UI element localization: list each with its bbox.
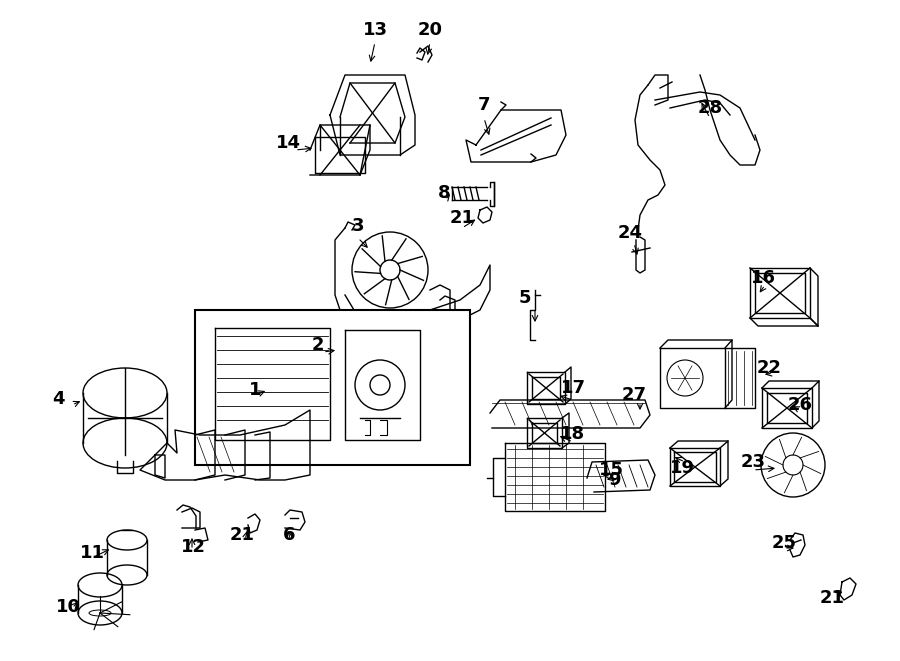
Text: 9: 9 — [608, 471, 620, 489]
Text: 14: 14 — [275, 134, 301, 152]
Text: 2: 2 — [311, 336, 324, 354]
Text: 5: 5 — [518, 289, 531, 307]
Text: 3: 3 — [352, 217, 365, 235]
Text: 21: 21 — [449, 209, 474, 227]
Text: 26: 26 — [788, 396, 813, 414]
Text: 15: 15 — [598, 461, 624, 479]
Text: 12: 12 — [181, 538, 205, 556]
Text: 21: 21 — [820, 589, 844, 607]
Text: 25: 25 — [771, 534, 796, 552]
Text: 7: 7 — [478, 96, 491, 114]
Text: 22: 22 — [757, 359, 781, 377]
Text: 21: 21 — [230, 526, 255, 544]
Text: 27: 27 — [622, 386, 646, 404]
Text: 4: 4 — [52, 390, 64, 408]
Text: 13: 13 — [363, 21, 388, 39]
Text: 20: 20 — [418, 21, 443, 39]
Text: 1: 1 — [248, 381, 261, 399]
Text: 24: 24 — [617, 224, 643, 242]
Text: 6: 6 — [283, 526, 295, 544]
Text: 28: 28 — [698, 99, 723, 117]
Text: 18: 18 — [561, 425, 586, 443]
Text: 19: 19 — [670, 459, 695, 477]
Text: 11: 11 — [79, 544, 104, 562]
Text: 23: 23 — [741, 453, 766, 471]
Text: 16: 16 — [751, 269, 776, 287]
Text: 10: 10 — [56, 598, 80, 616]
Text: 8: 8 — [437, 184, 450, 202]
Text: 17: 17 — [561, 379, 586, 397]
Bar — [195, 310, 470, 465]
